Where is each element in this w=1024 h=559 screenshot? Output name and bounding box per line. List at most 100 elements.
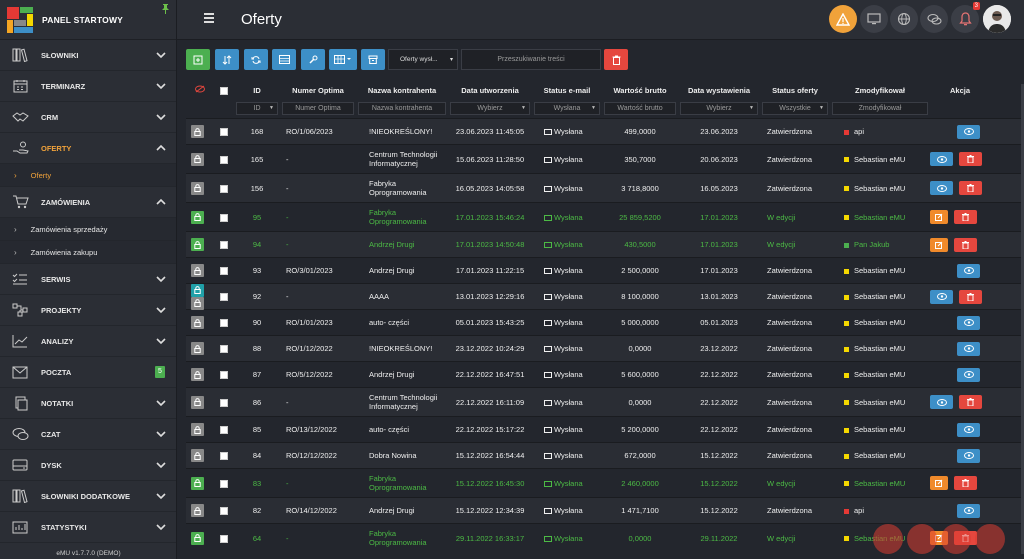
delete-button[interactable] (959, 395, 983, 409)
row-checkbox[interactable] (214, 212, 234, 222)
sidebar-item[interactable]: DYSK (0, 450, 176, 481)
filter-status_oferty-input[interactable]: Wszystkie ▼ (762, 101, 828, 115)
row-checkbox[interactable] (214, 127, 234, 136)
delete-button[interactable] (954, 210, 978, 224)
select-all-checkbox[interactable] (214, 85, 234, 95)
row-checkbox[interactable] (214, 266, 234, 275)
pin-icon[interactable] (161, 4, 170, 17)
chevron-down-icon[interactable] (155, 111, 167, 123)
table-row[interactable]: 156 - Fabryka Oprogramowania 16.05.2023 14:… (186, 173, 1024, 202)
edit-button[interactable] (930, 237, 948, 252)
chevron-down-icon[interactable] (155, 521, 167, 533)
filter-kontrahent-input[interactable]: Nazwa kontrahenta (358, 101, 446, 115)
cart-bubble-icon[interactable] (941, 524, 971, 554)
sidebar-item[interactable]: SŁOWNIKI (0, 40, 176, 71)
sort-button[interactable] (215, 49, 239, 70)
row-checkbox[interactable] (214, 183, 234, 193)
view-button[interactable] (957, 503, 980, 518)
sidebar-subitem[interactable]: › Zamówienia sprzedaży (0, 218, 176, 241)
sidebar-item[interactable]: CRM (0, 102, 176, 133)
chevron-down-icon[interactable] (155, 397, 167, 409)
view-button[interactable] (930, 152, 953, 166)
filter-status_email-input[interactable]: Wysłana ▼ (534, 101, 600, 115)
warning-icon[interactable] (829, 5, 857, 33)
table-row[interactable]: 93 RO/3/01/2023 Andrzej Drugi 17.01.2023 11… (186, 257, 1024, 283)
lock-icon[interactable] (191, 238, 204, 251)
phone-bubble-icon[interactable] (975, 524, 1005, 554)
view-button[interactable] (957, 448, 980, 463)
delete-button[interactable] (959, 289, 983, 304)
chevron-up-icon[interactable] (155, 142, 167, 154)
sidebar-item[interactable]: ANALIZY (0, 326, 176, 357)
view-button[interactable] (957, 341, 980, 356)
chevron-down-icon[interactable] (155, 304, 167, 316)
user-avatar[interactable] (983, 5, 1011, 33)
row-checkbox[interactable] (214, 425, 234, 434)
filter-data_wyst-input[interactable]: Wybierz ▼ (680, 101, 758, 115)
view-button[interactable] (957, 263, 980, 278)
menu-toggle-icon[interactable] (204, 13, 214, 23)
sidebar-item[interactable]: OFERTY (0, 133, 176, 164)
lock-icon[interactable] (191, 264, 204, 277)
table-view-button[interactable] (272, 49, 296, 70)
offers-filter-select[interactable]: Oferty wysł... ▾ (388, 49, 458, 70)
table-row[interactable]: 86 - Centrum Technologii Informatycznej 22.… (186, 387, 1024, 416)
row-checkbox[interactable] (214, 478, 234, 488)
edit-button[interactable] (930, 210, 948, 224)
table-row[interactable]: 84 RO/12/12/2022 Dobra Nowina 15.12.2022 16… (186, 442, 1024, 468)
delete-button[interactable] (954, 476, 978, 490)
lock-icon[interactable] (191, 504, 204, 517)
chevron-down-icon[interactable] (155, 80, 167, 92)
lock-icon[interactable] (191, 316, 204, 329)
delete-button[interactable] (959, 181, 983, 195)
row-checkbox[interactable] (214, 370, 234, 379)
filter-data_utw-input[interactable]: Wybierz ▼ (450, 101, 530, 115)
view-button[interactable] (930, 289, 953, 304)
table-row[interactable]: 168 RO/1/06/2023 !NIEOKREŚLONY! 23.06.2023 … (186, 118, 1024, 144)
globe-icon[interactable] (890, 5, 918, 33)
lock-icon[interactable] (191, 181, 204, 195)
row-checkbox[interactable] (214, 318, 234, 327)
lock-icon[interactable] (191, 449, 204, 462)
row-checkbox[interactable] (214, 344, 234, 353)
view-button[interactable] (930, 181, 953, 195)
filter-wartosc-input[interactable]: Wartość brutto (604, 101, 676, 115)
monitor-icon[interactable] (860, 5, 888, 33)
sidebar-subitem[interactable]: › Oferty (0, 164, 176, 187)
eye-slash-icon[interactable] (186, 85, 214, 95)
sidebar-item[interactable]: SERWIS (0, 264, 176, 295)
sidebar-item[interactable]: POCZTA 5 (0, 357, 176, 388)
chat-icon[interactable] (920, 5, 948, 33)
lock-icon[interactable] (191, 342, 204, 355)
sidebar-subitem[interactable]: › Zamówienia zakupu (0, 241, 176, 264)
chevron-down-icon[interactable] (155, 428, 167, 440)
row-checkbox[interactable] (214, 397, 234, 407)
delete-button[interactable] (959, 152, 983, 166)
sidebar-item[interactable]: ZAMÓWIENIA (0, 187, 176, 218)
wrench-button[interactable] (301, 49, 325, 70)
content-search-input[interactable]: Przeszukiwanie treści (461, 49, 601, 70)
chevron-up-icon[interactable] (155, 196, 167, 208)
filter-zmod-input[interactable]: Zmodyfikował (832, 101, 928, 115)
sidebar-item[interactable]: CZAT (0, 419, 176, 450)
add-button[interactable] (186, 49, 210, 70)
row-checkbox[interactable] (214, 292, 234, 301)
chevron-down-icon[interactable] (155, 49, 167, 61)
table-row[interactable]: 95 - Fabryka Oprogramowania 17.01.2023 15:4… (186, 202, 1024, 231)
chat-bubble-icon[interactable] (873, 524, 903, 554)
view-button[interactable] (957, 367, 980, 382)
lock-icon[interactable] (191, 531, 204, 545)
delete-button[interactable] (954, 237, 978, 252)
table-row[interactable]: 94 - Andrzej Drugi 17.01.2023 14:50:48 Wysła… (186, 231, 1024, 257)
table-row[interactable]: 90 RO/1/01/2023 auto- części 05.01.2023 15:… (186, 309, 1024, 335)
table-row[interactable]: 165 - Centrum Technologii Informatycznej 15… (186, 144, 1024, 173)
copy-icon[interactable] (191, 283, 204, 297)
view-button[interactable] (957, 315, 980, 330)
table-row[interactable]: 83 - Fabryka Oprogramowania 15.12.2022 16:4… (186, 468, 1024, 497)
sidebar-item[interactable]: STATYSTYKI (0, 512, 176, 543)
sidebar-item[interactable]: NOTATKI (0, 388, 176, 419)
row-checkbox[interactable] (214, 451, 234, 460)
lock-icon[interactable] (191, 395, 204, 409)
archive-button[interactable] (361, 49, 385, 70)
bell-bubble-icon[interactable] (907, 524, 937, 554)
